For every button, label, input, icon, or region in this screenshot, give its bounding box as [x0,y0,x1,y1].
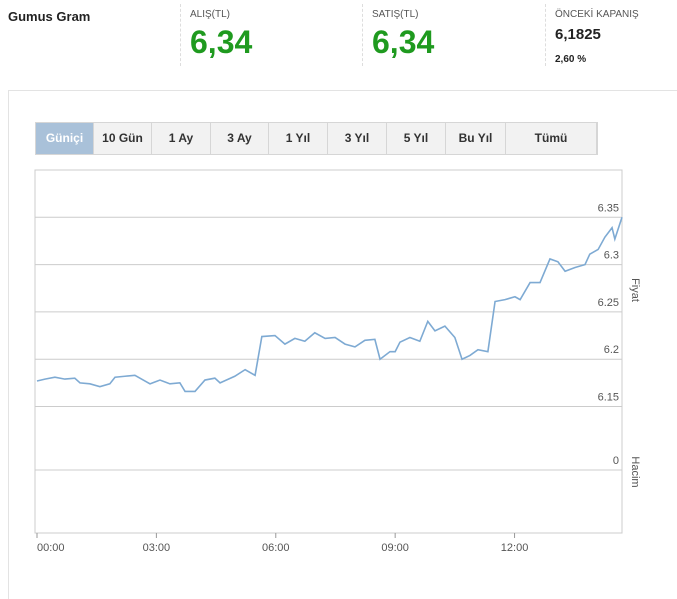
range-tab[interactable]: Tümü [506,123,597,154]
x-tick-label: 06:00 [262,542,290,554]
prev-close-value: 6,1825 [555,26,601,43]
ask-label: SATIŞ(TL) [372,9,419,20]
prev-close-label: ÖNCEKİ KAPANIŞ [555,9,639,20]
volume-tick-label: 0 [613,455,619,467]
y-tick-label: 6.25 [598,297,619,309]
x-tick-label: 12:00 [501,542,529,554]
range-tab[interactable]: Güniçi [36,123,94,154]
range-tab[interactable]: 1 Yıl [269,123,328,154]
ask-value: 6,34 [372,24,435,60]
instrument-title: Gumus Gram [8,9,91,24]
y-tick-label: 6.2 [604,344,619,356]
separator [545,4,546,66]
range-tab[interactable]: 3 Yıl [328,123,387,154]
plot-frame [34,169,623,534]
volume-axis-label: Hacim [629,456,641,487]
y-tick-label: 6.35 [598,202,619,214]
range-tab[interactable]: 1 Ay [152,123,211,154]
separator [180,4,181,66]
x-tick-label: 09:00 [381,542,409,554]
range-tab[interactable]: 5 Yıl [387,123,446,154]
y-tick-label: 6.3 [604,250,619,262]
bid-value: 6,34 [190,24,253,60]
price-line [36,217,623,393]
y-tick-label: 6.15 [598,392,619,404]
y-axis-label: Fiyat [629,278,641,302]
bid-label: ALIŞ(TL) [190,9,231,20]
separator [362,4,363,66]
range-tab[interactable]: Bu Yıl [446,123,506,154]
change-value: 2,60 % [555,54,587,65]
range-tab[interactable]: 3 Ay [211,123,269,154]
x-tick-label: 03:00 [143,542,171,554]
range-tabs: Güniçi 10 Gün 1 Ay 3 Ay 1 Yıl 3 Yıl 5 Yıl Bu Yı… [35,122,598,155]
range-tab[interactable]: 10 Gün [94,123,152,154]
chart-panel [8,90,677,599]
x-tick-label: 00:00 [37,542,65,554]
